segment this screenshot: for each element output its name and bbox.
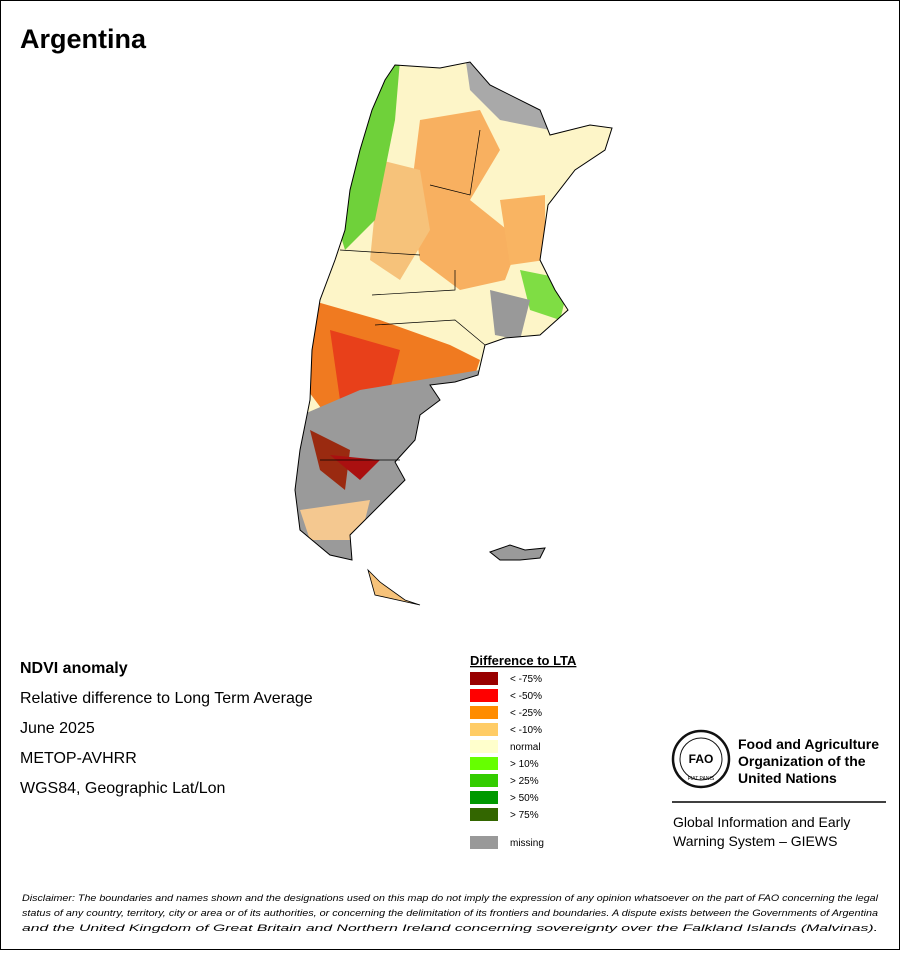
disclaimer-line: Disclaimer: The boundaries and names sho…	[22, 893, 879, 904]
disclaimer-line: and the United Kingdom of Great Britain …	[22, 923, 878, 934]
legend-label: < -75%	[510, 674, 542, 685]
legend-swatch	[470, 689, 498, 702]
legend-label: < -25%	[510, 708, 542, 719]
org-name-line: United Nations	[738, 770, 837, 786]
legend-swatch	[470, 774, 498, 787]
map-title: Argentina	[20, 24, 147, 54]
disclaimer: Disclaimer: The boundaries and names sho…	[22, 893, 879, 934]
giews-line: Warning System – GIEWS	[673, 833, 837, 849]
legend-label: < -10%	[510, 725, 542, 736]
legend: Difference to LTA < -75% < -50% < -25% < -1…	[470, 653, 577, 849]
legend-label: missing	[510, 838, 544, 849]
info-line: Relative difference to Long Term Average	[20, 690, 313, 707]
legend-swatch	[470, 740, 498, 753]
legend-swatch	[470, 723, 498, 736]
legend-swatch	[470, 836, 498, 849]
info-line: METOP-AVHRR	[20, 750, 137, 767]
map-info: NDVI anomaly Relative difference to Long …	[20, 660, 313, 797]
info-line: WGS84, Geographic Lat/Lon	[20, 780, 225, 797]
legend-label: normal	[510, 742, 541, 753]
info-line: NDVI anomaly	[20, 660, 128, 677]
legend-swatch	[470, 706, 498, 719]
disclaimer-line: status of any country, territory, city o…	[22, 908, 878, 919]
legend-title: Difference to LTA	[470, 653, 577, 668]
org-name-line: Organization of the	[738, 753, 866, 769]
legend-label: < -50%	[510, 691, 542, 702]
giews: Global Information and Early Warning Syst…	[673, 814, 850, 849]
logo-motto: FIAT PANIS	[688, 776, 715, 782]
legend-swatch	[470, 791, 498, 804]
fao-logo: FAO FIAT PANIS	[671, 729, 731, 789]
info-line: June 2025	[20, 720, 95, 737]
legend-swatch	[470, 808, 498, 821]
legend-swatch	[470, 672, 498, 685]
legend-label: > 25%	[510, 776, 539, 787]
legend-label: > 10%	[510, 759, 539, 770]
logo-letters: FAO	[689, 752, 714, 766]
giews-line: Global Information and Early	[673, 814, 850, 830]
legend-label: > 50%	[510, 793, 539, 804]
org-name-line: Food and Agriculture	[738, 736, 879, 752]
legend-swatch	[470, 757, 498, 770]
legend-label: > 75%	[510, 810, 539, 821]
